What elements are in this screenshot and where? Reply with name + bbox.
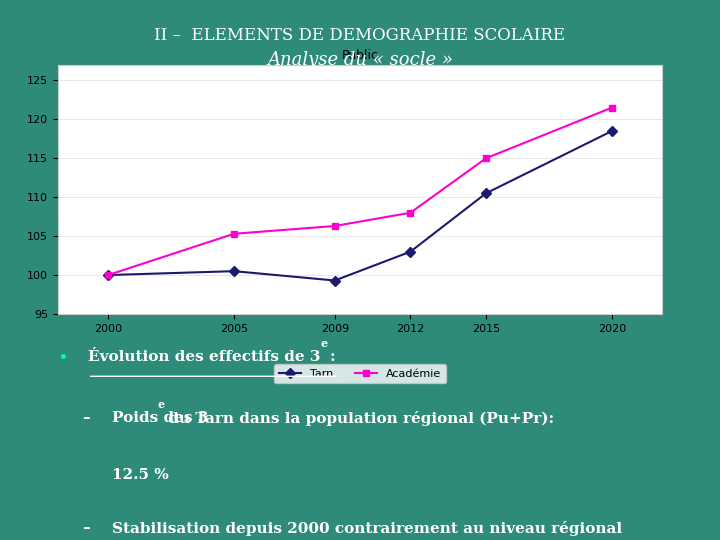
Text: •: • <box>58 350 68 368</box>
Text: Évolution des effectifs de 3: Évolution des effectifs de 3 <box>88 350 320 364</box>
Text: Poids des 3: Poids des 3 <box>112 411 208 425</box>
Text: Analyse du « socle »: Analyse du « socle » <box>267 51 453 69</box>
Text: II –  ELEMENTS DE DEMOGRAPHIE SCOLAIRE: II – ELEMENTS DE DEMOGRAPHIE SCOLAIRE <box>154 27 566 44</box>
Title: Public: Public <box>341 49 379 62</box>
Text: e: e <box>320 338 328 348</box>
Text: e: e <box>158 399 164 410</box>
Text: du Tarn dans la population régional (Pu+Pr):: du Tarn dans la population régional (Pu+… <box>163 411 554 426</box>
Text: Stabilisation depuis 2000 contrairement au niveau régional: Stabilisation depuis 2000 contrairement … <box>112 521 622 536</box>
Legend: Tarn, Académie: Tarn, Académie <box>274 364 446 383</box>
Text: –: – <box>82 521 89 535</box>
Text: :: : <box>330 350 336 364</box>
Text: –: – <box>82 411 89 425</box>
Text: 12.5 %: 12.5 % <box>112 468 168 482</box>
